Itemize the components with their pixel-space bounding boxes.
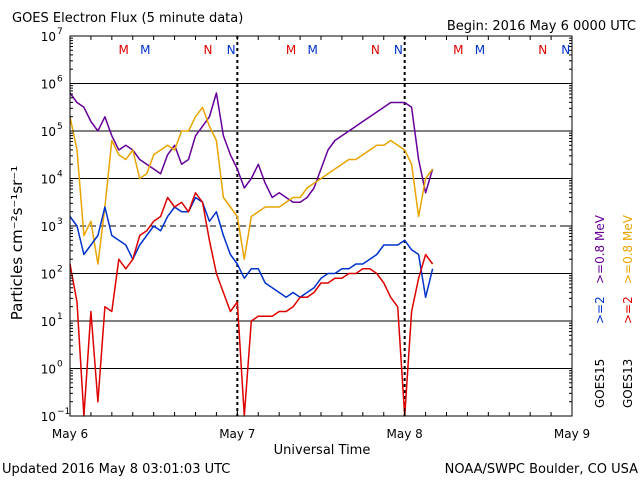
y-tick-label: 10: [41, 173, 56, 187]
legend-item: >=2: [621, 296, 635, 324]
x-axis-label: Universal Time: [274, 443, 371, 458]
series-line-3: [69, 192, 434, 417]
marker-N: N: [394, 43, 403, 57]
y-tick-exponent: 2: [57, 265, 63, 275]
legend-item: >=0.8 MeV: [593, 214, 607, 284]
y-tick-label: 10: [41, 363, 56, 377]
series-lines: [69, 92, 434, 417]
marker-M: M: [119, 43, 129, 57]
marker-M: M: [307, 43, 317, 57]
legend-sat: GOES13: [621, 359, 635, 408]
x-ticks: May 6 May 7 May 8 May 9: [52, 36, 590, 441]
marker-N: N: [561, 43, 570, 57]
marker-N: N: [204, 43, 213, 57]
x-tick-label: May 9: [554, 427, 590, 441]
y-tick-label: 10: [41, 125, 56, 139]
x-tick-label: May 7: [219, 427, 255, 441]
y-tick-exponent: 4: [57, 170, 63, 180]
y-tick-label: 10: [41, 30, 56, 44]
begin-time: Begin: 2016 May 6 0000 UTC: [447, 19, 636, 34]
series-line-0: [69, 92, 434, 204]
y-axis-label: Particles cm⁻²s⁻¹sr⁻¹: [8, 166, 26, 320]
marker-N: N: [371, 43, 380, 57]
y-tick-exponent: 3: [57, 217, 63, 227]
y-tick-label: 10: [41, 220, 56, 234]
legend-sat: GOES15: [593, 359, 607, 408]
y-tick-exponent: 0: [57, 360, 63, 370]
y-tick-exponent: −1: [57, 407, 70, 417]
marker-M: M: [475, 43, 485, 57]
y-tick-label: 10: [41, 410, 56, 424]
y-tick-label: 10: [41, 268, 56, 282]
marker-M: M: [140, 43, 150, 57]
legend-item: >=2: [593, 296, 607, 324]
y-tick-label: 10: [41, 78, 56, 92]
y-tick-exponent: 1: [57, 312, 63, 322]
chart-title: GOES Electron Flux (5 minute data): [12, 11, 243, 26]
series-line-2: [69, 196, 434, 299]
legend-item: >=0.8 MeV: [621, 214, 635, 284]
grid: [70, 83, 572, 369]
y-tick-exponent: 5: [57, 122, 63, 132]
y-tick-exponent: 6: [57, 75, 63, 85]
marker-M: M: [286, 43, 296, 57]
x-tick-label: May 6: [52, 427, 88, 441]
updated-text: Updated 2016 May 8 03:01:03 UTC: [2, 462, 230, 477]
marker-N: N: [227, 43, 236, 57]
y-tick-label: 10: [41, 315, 56, 329]
marker-M: M: [453, 43, 463, 57]
x-tick-label: May 8: [387, 427, 423, 441]
legend: GOES15 >=2 >=0.8 MeV GOES13 >=2 >=0.8 MeV: [593, 214, 635, 408]
marker-N: N: [538, 43, 547, 57]
series-line-1: [69, 106, 434, 265]
credit-text: NOAA/SWPC Boulder, CO USA: [445, 462, 638, 477]
y-tick-exponent: 7: [57, 27, 63, 37]
